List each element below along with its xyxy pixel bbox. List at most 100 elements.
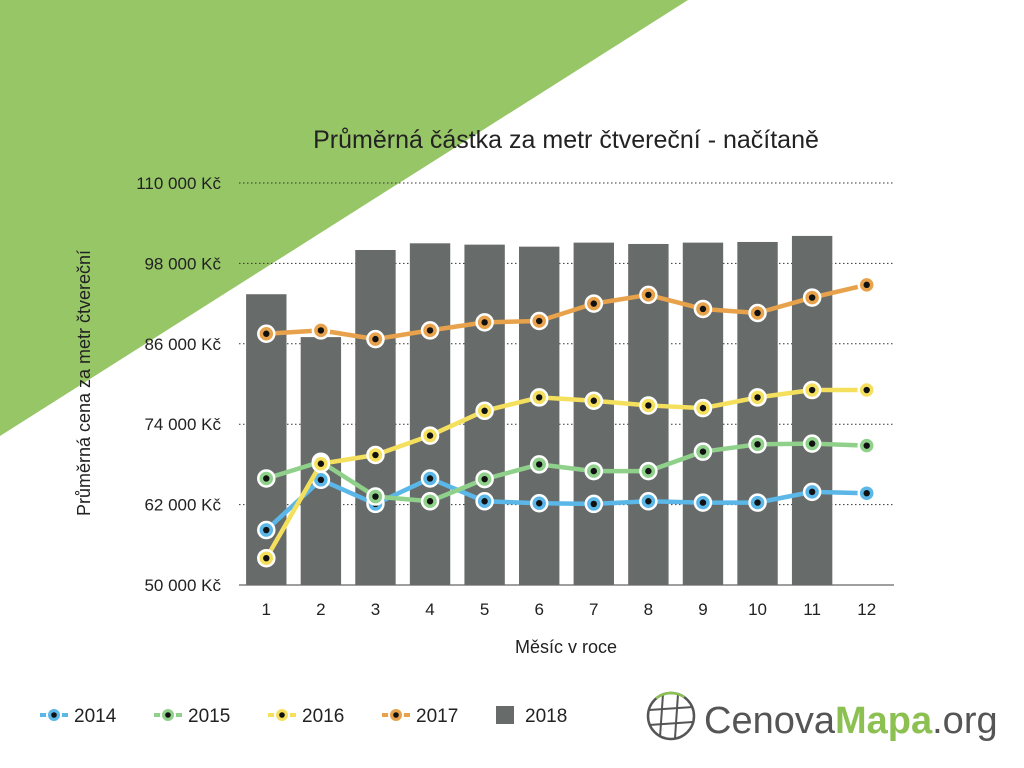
bar-2018 xyxy=(409,243,451,586)
y-tick-label: 74 000 Kč xyxy=(144,415,221,434)
background-green-triangle xyxy=(0,0,688,436)
x-axis-tick-labels: 1 2 3 4 5 6 7 8 9 10 11 12 xyxy=(262,600,877,619)
legend-label-2018: 2018 xyxy=(525,706,567,727)
point-center-2016 xyxy=(754,394,761,401)
y-tick-label: 98 000 Kč xyxy=(144,254,221,273)
point-center-2017 xyxy=(808,294,816,301)
point-center-2016 xyxy=(426,432,434,439)
point-center-2014 xyxy=(481,498,488,505)
brand-word-bold: Mapa xyxy=(835,700,933,742)
globe-grid-icon xyxy=(646,691,696,741)
x-tick-label: 3 xyxy=(371,600,380,619)
legend-marker-center-2014 xyxy=(51,712,57,718)
series-line-2014 xyxy=(264,476,869,533)
x-tick-label: 4 xyxy=(425,600,434,619)
bar-2018 xyxy=(737,241,778,585)
brand-word-suffix: .org xyxy=(932,700,997,742)
point-center-2016 xyxy=(536,394,543,401)
point-center-2014 xyxy=(754,499,761,506)
point-center-2016 xyxy=(481,407,488,414)
x-axis-label: Měsíc v roce xyxy=(515,637,617,657)
point-center-2016 xyxy=(645,402,652,409)
point-center-2016 xyxy=(699,404,707,412)
chart-legend: 2014 2015 2016 2017 2018 xyxy=(40,706,567,727)
point-center-2015 xyxy=(590,467,597,475)
x-tick-label: 12 xyxy=(857,600,876,619)
point-center-2015 xyxy=(699,448,707,455)
series-2016 xyxy=(257,380,876,568)
legend-item-2018: 2018 xyxy=(496,706,567,727)
legend-swatch-2018 xyxy=(496,706,514,724)
chart-title: Průměrná částka za metr čtvereční - načí… xyxy=(313,126,819,154)
x-tick-label: 8 xyxy=(644,600,653,619)
point-center-2014 xyxy=(808,488,816,496)
legend-item-2016: 2016 xyxy=(268,706,344,727)
legend-label-2014: 2014 xyxy=(74,706,117,727)
legend-item-2017: 2017 xyxy=(382,706,458,727)
point-center-2017 xyxy=(317,327,325,334)
series-2017 xyxy=(257,275,876,349)
point-center-2014 xyxy=(317,476,325,484)
point-center-2014 xyxy=(263,526,270,534)
x-tick-label: 2 xyxy=(316,600,325,619)
y-tick-label: 110 000 Kč xyxy=(136,174,221,193)
y-axis-label: Průměrná cena za metr čtvereční xyxy=(74,250,94,516)
point-center-2016 xyxy=(590,397,597,404)
legend-label-2015: 2015 xyxy=(188,706,230,727)
bar-2018 xyxy=(355,250,396,585)
y-axis-tick-labels: 50 000 Kč 62 000 Kč 74 000 Kč 86 000 Kč 98 0… xyxy=(136,174,221,595)
y-tick-label: 50 000 Kč xyxy=(144,576,221,595)
point-center-2017 xyxy=(645,291,652,299)
brand-logo: CenovaMapa.org xyxy=(646,691,998,742)
point-center-2017 xyxy=(426,327,434,334)
legend-marker-center-2015 xyxy=(165,712,171,718)
point-center-2014 xyxy=(536,500,543,507)
point-center-2016 xyxy=(263,555,270,562)
x-tick-label: 1 xyxy=(262,600,271,619)
point-center-2014 xyxy=(590,500,597,508)
x-tick-label: 10 xyxy=(748,600,767,619)
point-center-2015 xyxy=(863,442,870,449)
x-tick-label: 11 xyxy=(803,600,821,619)
legend-marker-center-2016 xyxy=(279,712,285,718)
bar-2018 xyxy=(573,242,614,585)
point-center-2017 xyxy=(699,305,707,313)
point-center-2017 xyxy=(536,317,543,325)
point-center-2017 xyxy=(590,300,597,307)
point-center-2015 xyxy=(426,498,434,505)
line-series xyxy=(257,275,876,568)
legend-label-2016: 2016 xyxy=(302,706,344,727)
x-tick-label: 5 xyxy=(480,600,489,619)
legend-label-2017: 2017 xyxy=(416,706,458,727)
brand-word-light: Cenova xyxy=(704,700,836,742)
bar-2018 xyxy=(519,246,560,585)
point-center-2017 xyxy=(863,281,870,289)
point-center-2015 xyxy=(481,475,488,483)
point-center-2016 xyxy=(317,460,325,467)
x-tick-label: 7 xyxy=(589,600,598,619)
point-center-2014 xyxy=(645,498,652,505)
y-tick-label: 62 000 Kč xyxy=(144,496,221,515)
point-center-2014 xyxy=(426,475,434,482)
brand-wordmark: CenovaMapa.org xyxy=(704,700,998,742)
point-center-2017 xyxy=(481,319,488,326)
point-center-2015 xyxy=(645,467,652,475)
point-center-2017 xyxy=(372,335,379,343)
point-center-2015 xyxy=(263,475,270,482)
bar-series-2018 xyxy=(246,235,833,586)
chart-grid xyxy=(239,182,894,586)
x-tick-label: 9 xyxy=(698,600,707,619)
point-center-2015 xyxy=(536,461,543,468)
point-center-2014 xyxy=(699,499,707,506)
point-center-2016 xyxy=(372,451,379,459)
point-center-2016 xyxy=(808,386,816,394)
point-center-2015 xyxy=(808,440,816,447)
point-center-2017 xyxy=(754,309,761,317)
point-center-2017 xyxy=(263,330,270,337)
legend-marker-center-2017 xyxy=(393,712,399,718)
point-center-2015 xyxy=(754,441,761,448)
point-center-2014 xyxy=(863,490,870,497)
legend-item-2014: 2014 xyxy=(40,706,117,727)
y-tick-label: 86 000 Kč xyxy=(144,335,221,354)
